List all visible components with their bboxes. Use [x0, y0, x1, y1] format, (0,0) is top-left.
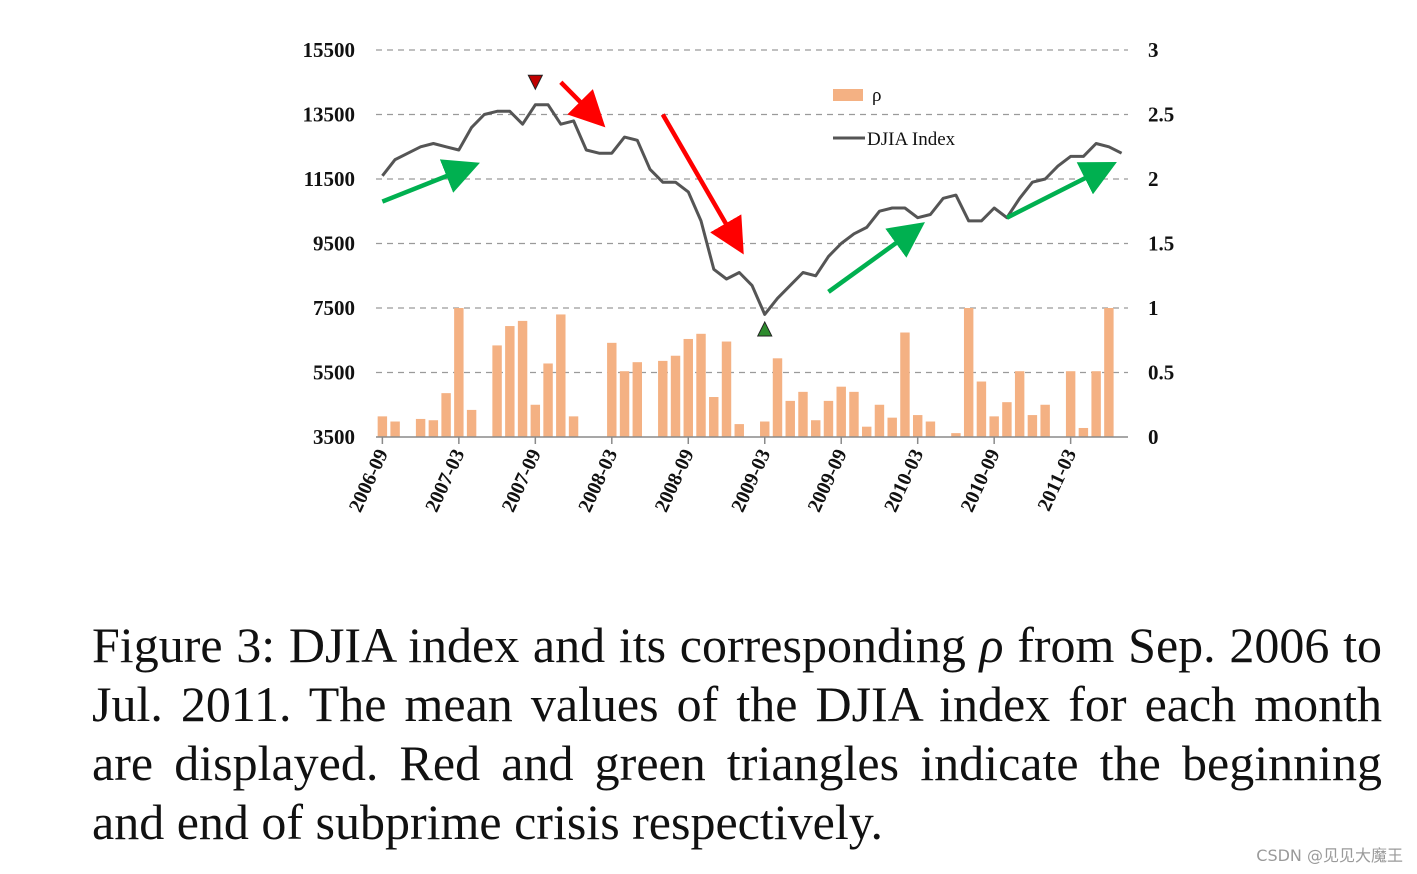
rho-bar — [963, 308, 974, 437]
x-tick-label: 2008-03 — [574, 446, 622, 516]
x-tick-label: 2009-03 — [727, 446, 775, 516]
rho-bar — [912, 415, 923, 437]
rho-bar — [785, 400, 795, 437]
rho-bar — [1104, 308, 1114, 437]
legend: ρ DJIA Index — [833, 85, 956, 150]
rho-bar — [517, 320, 528, 437]
rho-bar — [505, 326, 515, 437]
rho-bar — [1002, 402, 1012, 437]
rho-bar — [798, 391, 808, 437]
rho-bar — [428, 420, 439, 437]
left-tick-label: 5500 — [313, 361, 355, 385]
rho-bar — [543, 363, 553, 437]
djia-line-layer — [381, 103, 1123, 316]
rho-bar — [658, 360, 668, 437]
rho-bar — [874, 404, 885, 437]
annotations — [381, 74, 1117, 337]
rho-bar — [1014, 371, 1025, 437]
rho-bar — [734, 424, 744, 437]
rho-bar — [989, 416, 999, 437]
rho-bar — [530, 404, 541, 437]
rho-bar — [976, 381, 987, 437]
rho-bar — [377, 416, 388, 437]
legend-djia-label: DJIA Index — [867, 129, 956, 150]
x-tick-label: 2009-09 — [804, 446, 852, 516]
red-trend-arrow — [660, 113, 744, 255]
left-tick-label: 7500 — [313, 296, 355, 320]
right-tick-label: 0 — [1148, 425, 1159, 449]
djia-line — [381, 103, 1123, 316]
x-tick-label: 2006-09 — [345, 446, 393, 516]
green-trend-arrow — [381, 159, 480, 204]
x-tick-label: 2011-03 — [1034, 446, 1082, 515]
x-tick-label: 2010-09 — [957, 446, 1005, 516]
x-tick-label: 2007-03 — [421, 446, 469, 516]
left-tick-label: 9500 — [313, 232, 355, 256]
figure-caption: Figure 3: DJIA index and its correspondi… — [92, 616, 1382, 852]
crisis-end-marker — [756, 320, 773, 337]
left-tick-label: 11500 — [304, 167, 355, 191]
rho-bar — [683, 338, 693, 437]
rho-bar — [415, 418, 426, 437]
rho-bar — [1027, 415, 1038, 437]
rho-bar — [696, 333, 706, 437]
rho-bar — [951, 433, 961, 437]
rho-bar — [492, 345, 502, 437]
right-tick-label: 1.5 — [1148, 232, 1174, 256]
rho-bar — [849, 391, 859, 437]
rho-bar — [772, 358, 783, 437]
legend-rho-swatch — [833, 89, 863, 101]
rho-bar — [925, 421, 936, 437]
rho-bar — [607, 342, 617, 437]
axes: 15500 13500 11500 9500 7500 5500 3500 3 2.5 2 1.5 1… — [303, 38, 1175, 516]
rho-bar — [1078, 427, 1089, 437]
green-trend-arrow — [1005, 162, 1117, 220]
rho-bar — [1040, 404, 1050, 437]
right-tick-label: 2.5 — [1148, 103, 1174, 127]
x-tick-label: 2007-09 — [498, 446, 546, 516]
rho-bar — [556, 314, 566, 437]
rho-bar — [721, 341, 732, 437]
left-tick-label: 3500 — [313, 425, 355, 449]
red-trend-arrow — [559, 80, 606, 128]
x-tick-label: 2008-09 — [651, 446, 699, 516]
rho-bar — [1091, 371, 1101, 437]
right-tick-label: 1 — [1148, 296, 1159, 320]
caption-part1: Figure 3: DJIA index and its correspondi… — [92, 617, 980, 673]
rho-bar — [466, 409, 477, 437]
rho-bar — [836, 386, 846, 437]
caption-part2: from Sep. 2006 to Jul. 2011. The mean va… — [92, 617, 1382, 850]
left-tick-label: 13500 — [303, 103, 356, 127]
rho-bar — [632, 362, 643, 437]
green-trend-arrow — [827, 222, 925, 294]
rho-bar — [823, 400, 834, 437]
rho-bar — [887, 417, 897, 437]
legend-rho-label: ρ — [872, 85, 881, 106]
rho-bars — [377, 308, 1114, 437]
x-tick-label: 2010-03 — [880, 446, 928, 516]
right-tick-label: 2 — [1148, 167, 1159, 191]
rho-bar — [670, 355, 681, 437]
right-tick-label: 0.5 — [1148, 361, 1174, 385]
rho-bar — [390, 421, 400, 437]
left-tick-label: 15500 — [303, 38, 356, 62]
crisis-start-marker — [527, 74, 544, 91]
rho-bar — [900, 332, 910, 437]
rho-bar — [454, 308, 464, 437]
watermark: CSDN @见见大魔王 — [1256, 846, 1403, 865]
caption-rho: ρ — [979, 617, 1004, 673]
right-tick-label: 3 — [1148, 38, 1159, 62]
djia-rho-chart: 15500 13500 11500 9500 7500 5500 3500 3 2.5 2 1.5 1… — [303, 38, 1175, 516]
rho-bar — [811, 420, 821, 437]
rho-bar — [441, 393, 451, 437]
rho-bar — [709, 397, 719, 437]
rho-bar — [1065, 371, 1076, 437]
rho-bar — [861, 426, 872, 437]
rho-bar — [619, 371, 630, 437]
rho-bar — [760, 421, 770, 437]
rho-bar — [568, 416, 579, 437]
